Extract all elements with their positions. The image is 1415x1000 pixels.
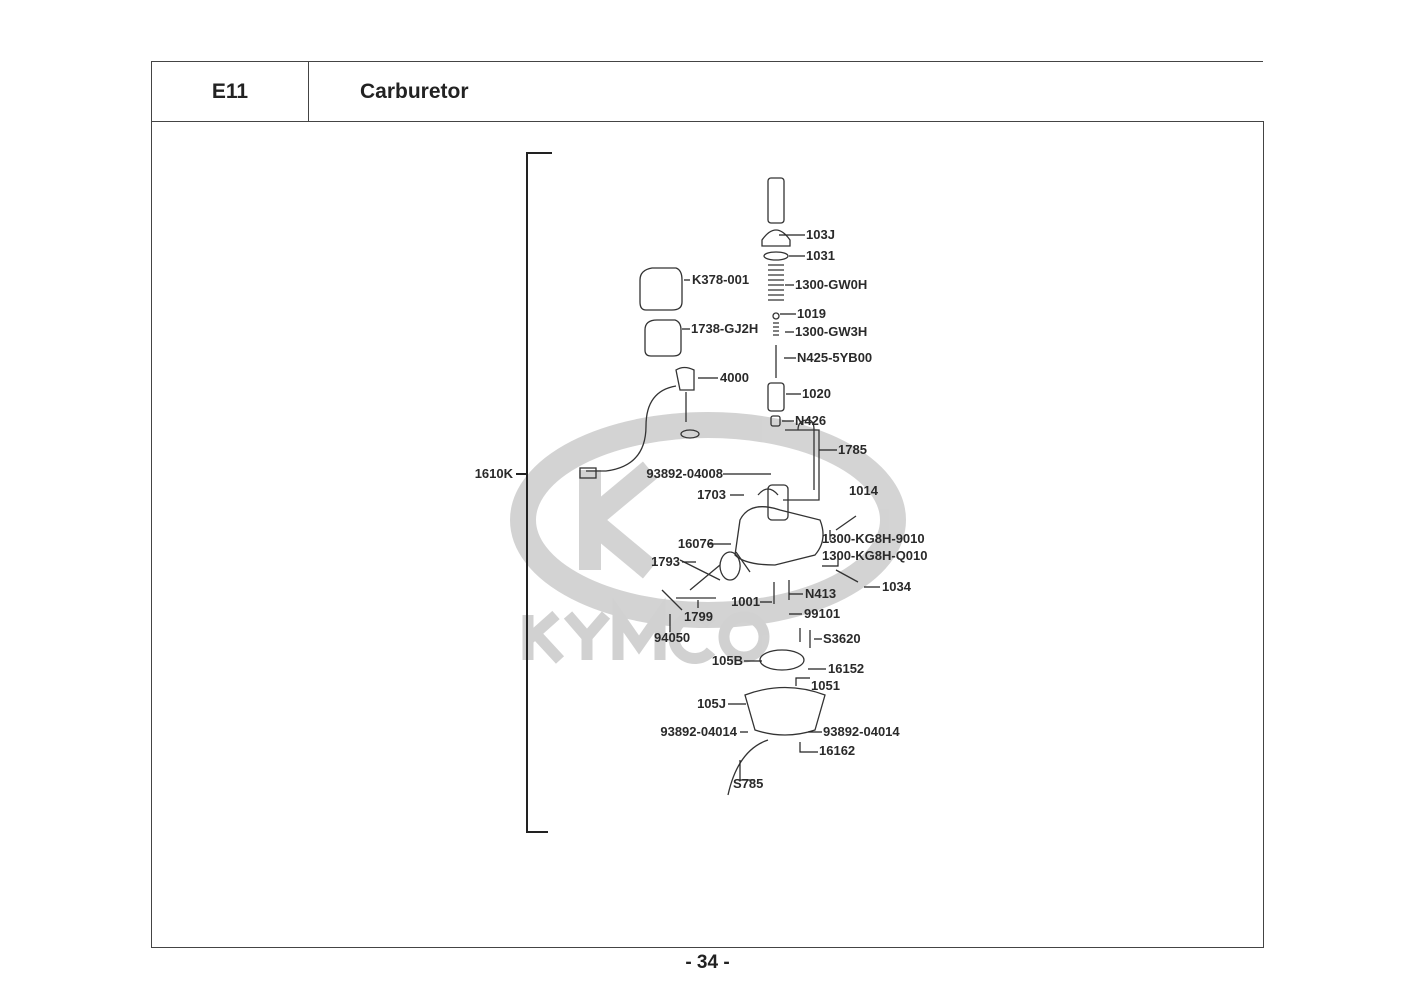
callout-1300-GW3H: 1300-GW3H xyxy=(795,324,868,339)
callout-103J: 103J xyxy=(806,227,835,242)
callout-1020: 1020 xyxy=(802,386,831,401)
page-number: - 34 - xyxy=(685,952,730,973)
callout-1610K: 1610K xyxy=(474,466,513,481)
callout-S785: S785 xyxy=(733,776,764,791)
callout-16152: 16152 xyxy=(828,661,865,676)
callout-1051: 1051 xyxy=(811,678,840,693)
callout-1738-GJ2H: 1738-GJ2H xyxy=(691,321,759,336)
callout-1019: 1019 xyxy=(797,306,826,321)
callout-93892-04014-left: 93892-04014 xyxy=(660,724,737,739)
callout-4000: 4000 xyxy=(720,370,749,385)
callout-16076: 16076 xyxy=(677,536,714,551)
callout-1014: 1014 xyxy=(849,483,878,498)
callout-N426: N426 xyxy=(795,413,827,428)
callout-1703: 1703 xyxy=(697,487,726,502)
callout-1001: 1001 xyxy=(731,594,760,609)
callout-16162: 16162 xyxy=(819,743,856,758)
callout-N425-5YB00: N425-5YB00 xyxy=(797,350,873,365)
callout-1300-GW0H: 1300-GW0H xyxy=(795,277,868,292)
callout-94050: 94050 xyxy=(654,630,691,645)
callout-93892-04008: 93892-04008 xyxy=(646,466,723,481)
page-title: Carburetor xyxy=(309,61,1263,121)
callout-1785: 1785 xyxy=(838,442,867,457)
callout-1300-KG8H-9010: 1300-KG8H-9010 xyxy=(822,531,925,546)
callout-105J: 105J xyxy=(697,696,726,711)
callout-S3620: S3620 xyxy=(823,631,861,646)
callout-K378-001: K378-001 xyxy=(692,272,750,287)
callout-99101: 99101 xyxy=(804,606,841,621)
callout-1793: 1793 xyxy=(651,554,680,569)
callout-93892-04014-right: 93892-04014 xyxy=(823,724,900,739)
callout-105B: 105B xyxy=(711,653,743,668)
callout-1300-KG8H-Q010: 1300-KG8H-Q010 xyxy=(822,548,928,563)
callout-1034: 1034 xyxy=(882,579,911,594)
diagram-frame xyxy=(151,121,1264,948)
callout-N413: N413 xyxy=(805,586,837,601)
callout-1031: 1031 xyxy=(806,248,835,263)
section-code: E11 xyxy=(151,61,309,121)
callout-1799: 1799 xyxy=(684,609,713,624)
